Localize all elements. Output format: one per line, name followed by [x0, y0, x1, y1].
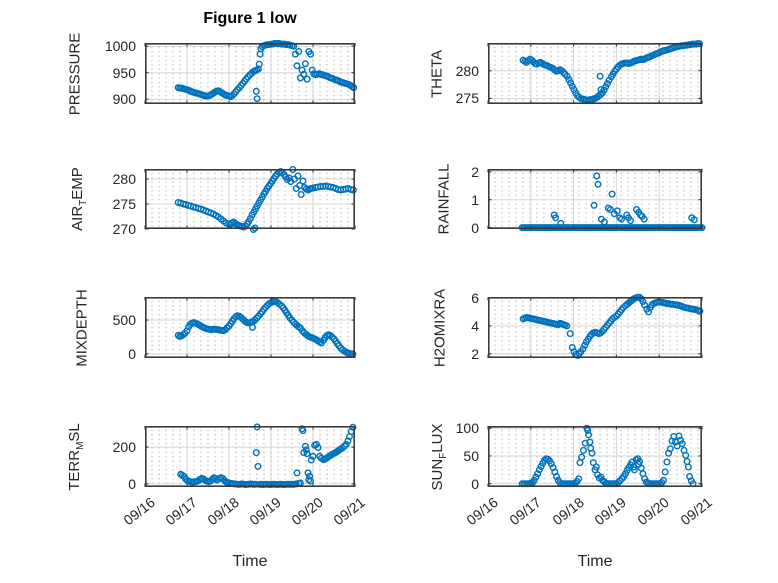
xtick-label: 09/21: [330, 494, 368, 529]
data-points: [174, 40, 358, 103]
x-axis-label-right: Time: [577, 553, 613, 570]
ytick-label: 1000: [104, 38, 136, 55]
ytick-label: 0: [128, 345, 136, 362]
ytick-label: 270: [112, 221, 136, 237]
figure-title: Figure 1 low: [203, 10, 297, 27]
x-axis-label-left: Time: [232, 553, 268, 570]
ytick-label: 0: [128, 475, 136, 492]
xtick-label: 09/18: [548, 494, 587, 529]
ytick-label: 100: [455, 420, 479, 437]
ytick-label: 0: [471, 475, 479, 492]
ytick-label: 1: [471, 191, 479, 208]
data-points: [519, 293, 704, 360]
ytick-label: 2: [471, 345, 479, 362]
ytick-label: 0: [471, 219, 479, 236]
ytick-label: 4: [471, 317, 479, 334]
subplot-sun-flux: [487, 424, 703, 488]
ytick-label: 2: [471, 163, 479, 180]
ytick-label: 280: [112, 171, 136, 187]
ytick-label: 275: [112, 196, 136, 212]
xtick-label: 09/20: [634, 494, 673, 529]
ytick-label: 500: [112, 312, 136, 329]
subplot-h2omixra: [487, 293, 704, 360]
ytick-label: 950: [112, 64, 136, 81]
subplot-theta: [487, 40, 703, 105]
subplot-air-temp: [144, 166, 357, 234]
ytick-label: 6: [471, 289, 479, 306]
subplot-mixdepth: [144, 297, 357, 359]
xtick-label: 09/19: [246, 494, 284, 529]
xtick-label: 09/20: [288, 494, 326, 529]
ylabel-part: SL: [66, 422, 83, 442]
xtick-label: 09/18: [204, 494, 242, 529]
xtick-label: 09/21: [677, 494, 715, 529]
subplot-terr-msl: [144, 423, 357, 489]
ytick-label: 275: [455, 90, 479, 107]
ylabel-terr-msl: TERRMSL: [66, 423, 86, 491]
xtick-label: 09/16: [463, 494, 501, 529]
xtick-label: 09/16: [120, 494, 158, 529]
ytick-label: 200: [112, 439, 136, 456]
ylabel-part: PRESSURE: [66, 32, 84, 115]
ytick-label: 50: [463, 447, 479, 464]
data-points: [174, 166, 357, 234]
xtick-label: 09/19: [591, 494, 630, 529]
subplot-pressure: [144, 40, 358, 105]
data-points: [518, 172, 706, 232]
ytick-label: 900: [112, 91, 136, 108]
ylabel-part: TERR: [66, 449, 83, 491]
data-points: [177, 423, 357, 489]
data-points: [174, 297, 357, 358]
ytick-label: 280: [455, 62, 479, 79]
xtick-label: 09/17: [162, 494, 200, 529]
subplot-rainfall: [487, 169, 706, 232]
ylabel-pressure: PRESSURE: [67, 32, 84, 115]
xtick-label: 09/17: [506, 494, 544, 529]
data-points: [519, 40, 703, 104]
